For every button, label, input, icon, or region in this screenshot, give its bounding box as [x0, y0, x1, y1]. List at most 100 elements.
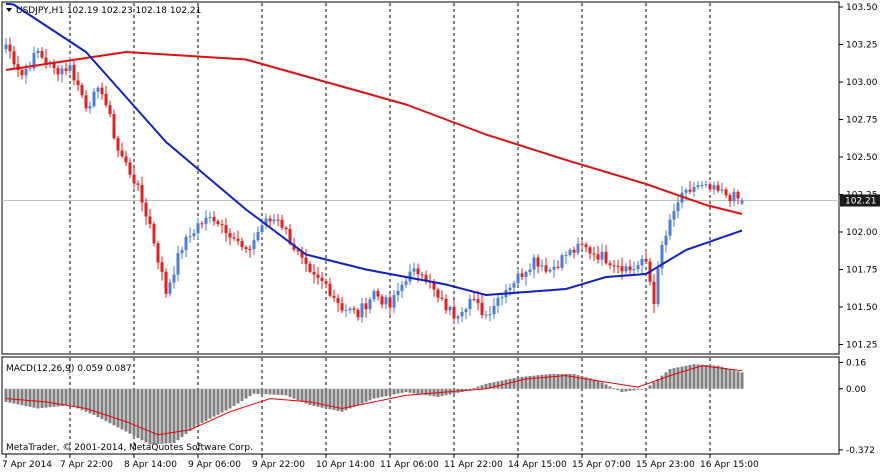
macd-histogram-bar: [252, 388, 256, 394]
macd-histogram-bar: [208, 388, 212, 419]
macd-histogram-bar: [244, 388, 248, 399]
macd-histogram-bar: [332, 388, 336, 411]
macd-histogram-bar: [392, 388, 396, 395]
macd-histogram-bar: [544, 374, 548, 389]
candle-body: [732, 191, 736, 202]
macd-histogram-bar: [712, 365, 716, 389]
macd-header-label: MACD(12,26,9) 0.059 0.087: [6, 364, 132, 374]
candle-body: [192, 233, 196, 237]
macd-histogram-bar: [708, 365, 712, 389]
candle-body: [356, 309, 360, 318]
macd-histogram-bar: [292, 388, 296, 399]
macd-histogram-bar: [36, 388, 40, 409]
candle-body: [160, 262, 164, 272]
main-price-window[interactable]: USDJPY,H1 102.19 102.23 102.18 102.21: [1, 1, 840, 355]
macd-histogram-bar: [536, 375, 540, 389]
candle-body: [720, 189, 724, 191]
candle-body: [464, 308, 468, 313]
macd-histogram-bar: [172, 388, 176, 443]
macd-histogram-bar: [420, 388, 424, 395]
current-price-badge: 102.21: [840, 194, 880, 207]
macd-histogram-bar: [296, 388, 300, 401]
candle-body: [424, 275, 428, 282]
candle-body: [284, 227, 288, 230]
candle-body: [180, 250, 184, 254]
candle-body: [40, 50, 44, 58]
macd-histogram-bar: [128, 388, 132, 434]
triangle-down-icon[interactable]: [6, 8, 12, 12]
price-tick-label: 102.00: [846, 228, 878, 238]
candle-body: [552, 266, 556, 270]
macd-histogram-bar: [496, 381, 500, 389]
macd-histogram-bar: [508, 378, 512, 389]
candle-body: [560, 255, 564, 268]
candle-body: [248, 249, 252, 251]
macd-histogram-bar: [88, 388, 92, 414]
candle-body: [276, 219, 280, 221]
macd-window[interactable]: MACD(12,26,9) 0.059 0.087 MetaTrader, © …: [1, 356, 840, 455]
candle-body: [564, 255, 568, 257]
macd-histogram-bar: [152, 388, 156, 445]
macd-histogram-bar: [352, 388, 356, 407]
candle-body: [188, 236, 192, 238]
candle-body: [704, 184, 708, 186]
macd-histogram-bar: [720, 366, 724, 389]
macd-histogram-bar: [24, 388, 28, 406]
macd-tick-label: 0.16: [846, 358, 866, 368]
candle-body: [488, 314, 492, 316]
main-header-label: USDJPY,H1 102.19 102.23 102.18 102.21: [16, 6, 201, 16]
candle-body: [336, 297, 340, 304]
time-tick-label: 10 Apr 14:00: [316, 460, 375, 470]
candle-body: [128, 162, 132, 175]
price-tick-label: 101.50: [846, 303, 878, 313]
macd-histogram-bar: [156, 388, 160, 445]
candle-body: [580, 243, 584, 245]
macd-histogram-bar: [368, 388, 372, 401]
candle-body: [636, 265, 640, 270]
macd-histogram-bar: [524, 376, 528, 389]
macd-histogram-bar: [236, 388, 240, 404]
macd-histogram-bar: [204, 388, 208, 421]
macd-histogram-bar: [276, 388, 280, 395]
macd-histogram-bar: [212, 388, 216, 417]
candle-body: [728, 195, 732, 202]
macd-histogram-bar: [472, 387, 476, 389]
candle-body: [172, 274, 176, 283]
macd-histogram-bar: [628, 388, 632, 391]
candle-body: [96, 87, 100, 92]
price-tick-label: 102.75: [846, 116, 878, 126]
candle-body: [584, 244, 588, 248]
candle-body: [412, 268, 416, 272]
macd-histogram-bar: [16, 388, 20, 405]
candle-body: [92, 91, 96, 107]
candle-body: [364, 303, 368, 310]
candle-body: [544, 265, 548, 272]
candle-body: [448, 306, 452, 311]
candle-body: [420, 274, 424, 276]
macd-histogram-bar: [272, 388, 276, 395]
candle-body: [200, 223, 204, 225]
macd-histogram-bar: [400, 388, 404, 393]
macd-histogram-bar: [32, 388, 36, 408]
candle-body: [724, 189, 728, 196]
candle-body: [360, 303, 364, 318]
time-tick-label: 9 Apr 22:00: [252, 460, 305, 470]
macd-histogram-bar: [572, 373, 576, 389]
candle-body: [620, 266, 624, 272]
macd-histogram-bar: [40, 388, 44, 409]
candle-body: [20, 70, 24, 76]
price-badge-background: [840, 194, 880, 207]
macd-histogram-bar: [584, 377, 588, 389]
candle-body: [536, 257, 540, 267]
macd-histogram-bar: [624, 388, 628, 392]
macd-histogram-bar: [636, 388, 640, 390]
macd-histogram-bar: [588, 378, 592, 389]
time-tick-label: 15 Apr 07:00: [572, 460, 631, 470]
macd-histogram-bar: [328, 388, 332, 410]
macd-histogram-bar: [264, 388, 268, 395]
candle-body: [316, 274, 320, 278]
macd-histogram-bar: [724, 367, 728, 389]
candle-body: [136, 183, 140, 185]
macd-histogram-bar: [304, 388, 308, 404]
